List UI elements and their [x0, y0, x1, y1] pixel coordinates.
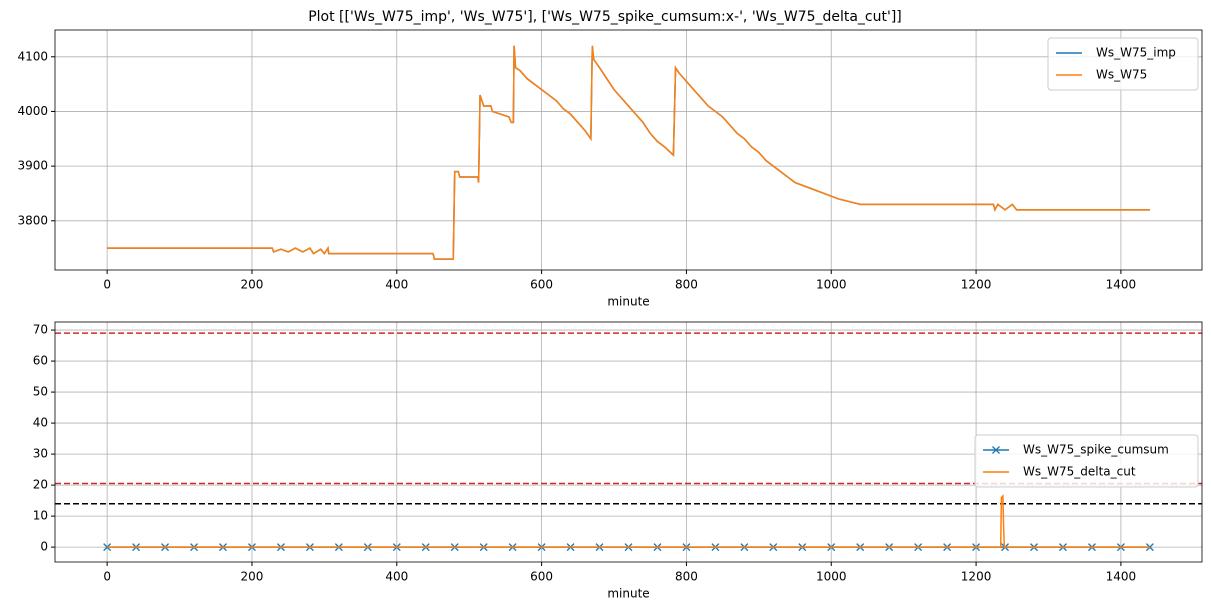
x-tick-label: 800	[675, 278, 698, 292]
y-tick-label: 20	[33, 478, 48, 492]
y-tick-label: 3800	[17, 213, 48, 227]
legend-box	[1047, 37, 1199, 91]
y-tick-label: 3900	[17, 159, 48, 173]
legend-label: Ws_W75_imp	[1096, 46, 1176, 60]
legend-label: Ws_W75_spike_cumsum	[1023, 443, 1169, 457]
x-tick-label: 1000	[816, 278, 847, 292]
x-tick-label: 1200	[961, 570, 992, 584]
x-tick-label: 400	[385, 570, 408, 584]
x-tick-label: 200	[241, 570, 264, 584]
y-tick-label: 40	[33, 416, 48, 430]
x-tick-label: 600	[530, 278, 553, 292]
y-tick-label: 50	[33, 385, 48, 399]
figure-title: Plot [['Ws_W75_imp', 'Ws_W75'], ['Ws_W75…	[308, 9, 902, 25]
legend-marker	[992, 446, 1000, 454]
axes-frame	[54, 321, 1203, 563]
legend-box	[974, 434, 1199, 488]
axes-frame	[54, 29, 1203, 271]
x-tick-label: 1400	[1106, 278, 1137, 292]
line-series	[107, 45, 1150, 260]
x-axis-label: minute	[607, 295, 649, 309]
x-tick-label: 1000	[816, 570, 847, 584]
y-tick-label: 70	[33, 323, 48, 337]
y-tick-label: 60	[33, 354, 48, 368]
x-axis-label: minute	[607, 587, 649, 601]
x-tick-label: 800	[675, 570, 698, 584]
y-tick-label: 0	[40, 540, 48, 554]
legend-label: Ws_W75_delta_cut	[1023, 465, 1136, 479]
x-tick-label: 1200	[961, 278, 992, 292]
y-tick-label: 4000	[17, 104, 48, 118]
marker	[103, 543, 112, 552]
line-series	[107, 494, 1150, 548]
x-tick-label: 400	[385, 278, 408, 292]
x-tick-label: 0	[103, 570, 111, 584]
y-tick-label: 30	[33, 447, 48, 461]
x-tick-label: 0	[103, 278, 111, 292]
x-tick-label: 200	[241, 278, 264, 292]
x-tick-label: 1400	[1106, 570, 1137, 584]
legend-label: Ws_W75	[1096, 68, 1147, 82]
x-tick-label: 600	[530, 570, 553, 584]
y-tick-label: 10	[33, 509, 48, 523]
y-tick-label: 4100	[17, 49, 48, 63]
